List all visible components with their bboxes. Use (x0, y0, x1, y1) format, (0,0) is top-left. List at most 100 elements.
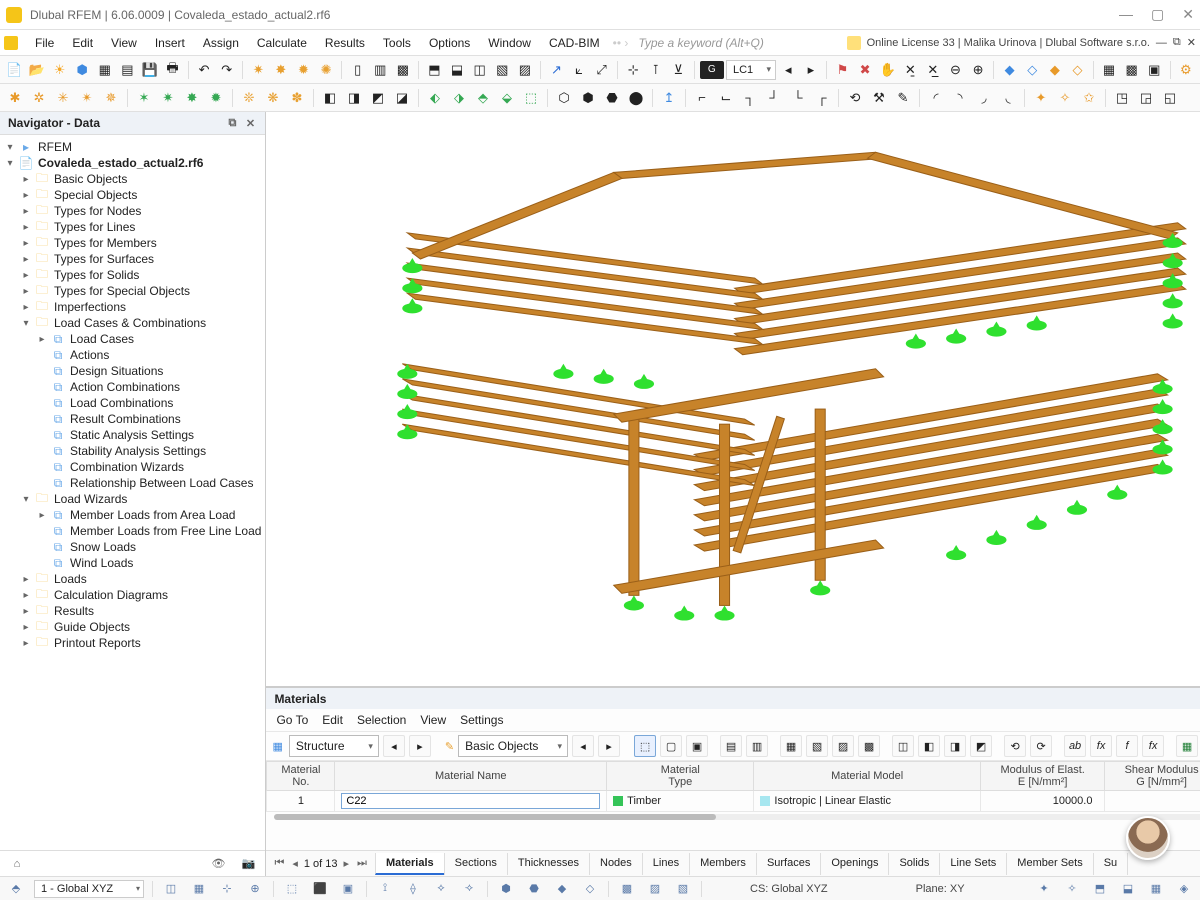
menu-assign[interactable]: Assign (194, 36, 248, 50)
material-name-input[interactable] (341, 793, 600, 809)
window-close-small[interactable]: ✕ (1187, 36, 1196, 49)
t2-22-icon[interactable]: ⬡ (553, 87, 575, 109)
sb-b13-icon[interactable]: ⬣ (524, 880, 544, 898)
tb-p2-icon[interactable]: ⬓ (447, 59, 468, 81)
sb-coord-icon[interactable]: ⬘ (6, 880, 26, 898)
viewport-3d[interactable] (266, 112, 1200, 686)
nav-footer-camera-icon[interactable]: 📷 (237, 855, 259, 873)
t2-15-icon[interactable]: ◩ (367, 87, 389, 109)
tree-item[interactable]: ⧉Combination Wizards (0, 459, 265, 475)
t2-21-icon[interactable]: ⬚ (520, 87, 542, 109)
pager-prev-icon[interactable]: ◂ (290, 857, 300, 870)
window-min-small[interactable]: — (1156, 37, 1167, 49)
sb-b3-icon[interactable]: ⊹ (217, 880, 237, 898)
sb-b12-icon[interactable]: ⬢ (496, 880, 516, 898)
menu-cadbim[interactable]: CAD-BIM (540, 36, 609, 50)
mat-menu-goto[interactable]: Go To (276, 713, 308, 727)
menu-tools[interactable]: Tools (374, 36, 420, 50)
tb-m1-icon[interactable]: ✕̱ (900, 59, 921, 81)
t2-3-icon[interactable]: ✳ (52, 87, 74, 109)
t2-17-icon[interactable]: ⬖ (424, 87, 446, 109)
tb-panel1-icon[interactable]: ▯ (347, 59, 368, 81)
nav-footer-home-icon[interactable]: ⌂ (6, 855, 28, 873)
mat-tab[interactable]: Nodes (589, 853, 642, 875)
sb-b17-icon[interactable]: ▨ (645, 880, 665, 898)
mat-b3-icon[interactable]: ▤ (720, 735, 742, 757)
mat-b12-icon[interactable]: ◩ (970, 735, 992, 757)
mat-tab[interactable]: Openings (820, 853, 888, 875)
menu-results[interactable]: Results (316, 36, 374, 50)
t2-16-icon[interactable]: ◪ (391, 87, 413, 109)
tb-c3-icon[interactable]: ◆ (1045, 59, 1066, 81)
t2-20-icon[interactable]: ⬙ (496, 87, 518, 109)
t2-2-icon[interactable]: ✲ (28, 87, 50, 109)
mat-tab[interactable]: Surfaces (756, 853, 820, 875)
t2-31-icon[interactable]: └ (787, 87, 809, 109)
sb-r4-icon[interactable]: ⬓ (1118, 880, 1138, 898)
t2-28-icon[interactable]: ⌙ (715, 87, 737, 109)
nav-footer-eye-icon[interactable]: 👁 (207, 855, 229, 873)
t2-24-icon[interactable]: ⬣ (601, 87, 623, 109)
t2-7-icon[interactable]: ✷ (157, 87, 179, 109)
tb-g2-icon[interactable]: ▩ (1121, 59, 1142, 81)
mat-combo-structure[interactable]: Structure (289, 735, 379, 757)
tb-p1-icon[interactable]: ⬒ (424, 59, 445, 81)
t2-4-icon[interactable]: ✴ (76, 87, 98, 109)
tree-item[interactable]: ⧉Action Combinations (0, 379, 265, 395)
sb-r2-icon[interactable]: ✧ (1062, 880, 1082, 898)
mat-tab[interactable]: Member Sets (1006, 853, 1092, 875)
mat-b1-icon[interactable]: ▢ (660, 735, 682, 757)
tb-flag-icon[interactable]: ⚑ (832, 59, 853, 81)
pager-last-icon[interactable]: ⏭ (355, 857, 369, 870)
t2-42-icon[interactable]: ✩ (1078, 87, 1100, 109)
t2-9-icon[interactable]: ✹ (205, 87, 227, 109)
t2-30-icon[interactable]: ┘ (763, 87, 785, 109)
t2-44-icon[interactable]: ◲ (1135, 87, 1157, 109)
t2-36-icon[interactable]: ◜ (925, 87, 947, 109)
coord-system-combo[interactable]: 1 - Global XYZ (34, 880, 144, 898)
mat-tab[interactable]: Lines (642, 853, 689, 875)
tree-item[interactable]: ⧉Design Situations (0, 363, 265, 379)
tb-undo-icon[interactable]: ↶ (194, 59, 215, 81)
tb-x-icon[interactable]: ✖ (855, 59, 876, 81)
mat-b2-icon[interactable]: ▣ (686, 735, 708, 757)
tree-item[interactable]: ⧉Snow Loads (0, 539, 265, 555)
mat-combo-basic[interactable]: Basic Objects (458, 735, 568, 757)
sb-b14-icon[interactable]: ◆ (552, 880, 572, 898)
mat-tab[interactable]: Materials (375, 853, 444, 875)
mat-b4-icon[interactable]: ▥ (746, 735, 768, 757)
mat-b7-icon[interactable]: ▨ (832, 735, 854, 757)
sb-b15-icon[interactable]: ◇ (580, 880, 600, 898)
tb-m2-icon[interactable]: ✕̲ (923, 59, 944, 81)
t2-33-icon[interactable]: ⟲ (844, 87, 866, 109)
tb-axis3-icon[interactable]: ⊻ (668, 59, 689, 81)
tree-item[interactable]: ⧉Static Analysis Settings (0, 427, 265, 443)
t2-40-icon[interactable]: ✦ (1030, 87, 1052, 109)
mat-fx2-icon[interactable]: fx (1090, 735, 1112, 757)
t2-32-icon[interactable]: ┌ (811, 87, 833, 109)
mat-tab[interactable]: Su (1093, 853, 1128, 875)
t2-43-icon[interactable]: ◳ (1111, 87, 1133, 109)
tb-sun-icon[interactable]: ☀ (49, 59, 70, 81)
app-menu-icon[interactable] (4, 36, 18, 50)
tb-new-icon[interactable]: 📄 (4, 59, 25, 81)
tb-c4-icon[interactable]: ◇ (1067, 59, 1088, 81)
tb-axis1-icon[interactable]: ⊹ (623, 59, 644, 81)
mat-tab[interactable]: Members (689, 853, 756, 875)
mat-fx-icon[interactable]: ab (1064, 735, 1086, 757)
sb-r1-icon[interactable]: ✦ (1034, 880, 1054, 898)
tb-s2-icon[interactable]: ✸ (271, 59, 292, 81)
pager-first-icon[interactable]: ⏮ (272, 857, 286, 870)
tb-arrow2-icon[interactable]: ⟀ (569, 59, 590, 81)
mat-b6-icon[interactable]: ▧ (806, 735, 828, 757)
tree-item[interactable]: ⧉Load Combinations (0, 395, 265, 411)
tree-item[interactable]: ▸🗀Printout Reports (0, 635, 265, 651)
tb-prev-icon[interactable]: ◂ (778, 59, 799, 81)
tb-s4-icon[interactable]: ✺ (316, 59, 337, 81)
tb-save-icon[interactable]: 💾 (140, 59, 161, 81)
sb-b4-icon[interactable]: ⊕ (245, 880, 265, 898)
tb-gear-icon[interactable]: ⚙ (1175, 59, 1196, 81)
mat-tab[interactable]: Solids (888, 853, 939, 875)
mat-fx3-icon[interactable]: f (1116, 735, 1138, 757)
tree-item[interactable]: ▾🗀Load Wizards (0, 491, 265, 507)
